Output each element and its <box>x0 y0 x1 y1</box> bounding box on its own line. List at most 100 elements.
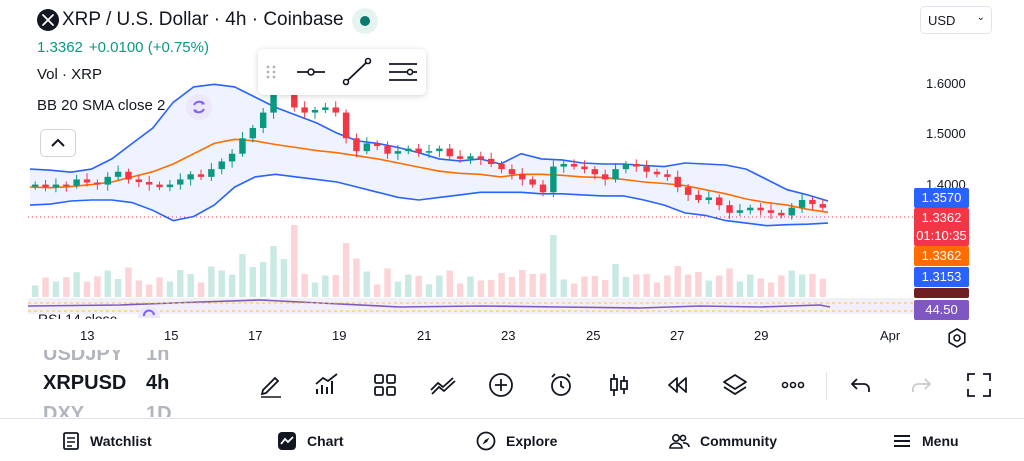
last-price-value: 1.3362 <box>921 210 962 225</box>
volume-bar <box>798 274 806 297</box>
volume-bar <box>73 272 80 297</box>
candle-body <box>715 197 723 206</box>
candle-body <box>31 184 39 187</box>
price-tick: 1.5000 <box>926 126 966 141</box>
volume-indicator-label[interactable]: Vol · XRP <box>37 66 103 83</box>
collapse-legend-button[interactable] <box>40 129 76 157</box>
community-icon <box>669 433 690 449</box>
bb-indicator-label[interactable]: BB 20 SMA close 2 <box>37 97 166 114</box>
candle-body <box>436 148 443 152</box>
indicator-loading-icon[interactable] <box>186 94 212 120</box>
volume-bar <box>778 275 785 297</box>
prev-symbol-ghost[interactable]: USDJPY <box>43 350 124 364</box>
volume-bar <box>612 264 619 297</box>
volume-bar <box>208 266 215 297</box>
tab-label: Menu <box>922 432 959 449</box>
drawing-settings-icon[interactable] <box>386 57 420 87</box>
next-interval-ghost[interactable]: 1D <box>146 403 172 417</box>
replay-icon[interactable] <box>662 370 692 400</box>
indicators-icon[interactable] <box>312 370 342 400</box>
fullscreen-icon[interactable] <box>964 370 994 400</box>
tab-menu[interactable]: Menu <box>892 419 959 461</box>
candle-body <box>581 166 588 170</box>
candle-body <box>197 174 205 177</box>
add-symbol-icon[interactable] <box>486 370 516 400</box>
candle-body <box>52 184 60 188</box>
layers-icon[interactable] <box>720 370 750 400</box>
current-interval[interactable]: 4h <box>146 372 170 394</box>
candle-body <box>809 200 816 205</box>
next-symbol-ghost[interactable]: DXY <box>43 403 85 417</box>
prev-interval-ghost[interactable]: 1h <box>146 350 170 364</box>
tab-community[interactable]: Community <box>668 419 777 461</box>
volume-bar <box>280 259 288 297</box>
chevron-up-icon <box>51 138 65 147</box>
candle-body <box>270 92 277 113</box>
candle-body <box>322 107 329 110</box>
drawing-toolbar <box>258 49 426 95</box>
candle-body <box>498 164 505 170</box>
volume-bar <box>363 271 371 297</box>
tab-label: Chart <box>307 432 344 449</box>
candle-body <box>239 138 246 154</box>
redo-icon[interactable] <box>906 370 936 400</box>
volume-bar <box>197 282 205 297</box>
volume-bar <box>342 243 350 297</box>
volume-bar <box>135 280 143 297</box>
candle-body <box>353 138 360 152</box>
candle-body <box>187 174 194 180</box>
candle-body <box>674 176 681 188</box>
tab-watchlist[interactable]: Watchlist <box>62 419 152 461</box>
draw-tool-icon[interactable] <box>256 370 286 400</box>
current-symbol[interactable]: XRPUSD <box>43 372 127 394</box>
market-status-icon[interactable] <box>352 8 378 34</box>
tab-label: Explore <box>506 432 558 449</box>
candle-body <box>788 207 795 216</box>
volume-bar <box>684 274 692 297</box>
candle-body <box>63 184 70 187</box>
time-tick: 23 <box>501 328 516 343</box>
trend-line-tool-icon[interactable] <box>340 57 374 87</box>
candle-body <box>94 182 101 185</box>
symbol-title[interactable]: XRP / U.S. Dollar · 4h · Coinbase <box>62 9 344 30</box>
volume-bar <box>270 246 277 297</box>
volume-bar <box>529 274 536 297</box>
candle-body <box>218 161 225 170</box>
candle-body <box>570 164 578 167</box>
volume-bar <box>519 270 526 297</box>
layout-grid-icon[interactable] <box>370 370 400 400</box>
candle-body <box>332 107 339 113</box>
candle-body <box>301 107 308 113</box>
rsi-indicator-label[interactable]: RSI 14 close <box>38 311 118 319</box>
alert-clock-icon[interactable] <box>546 370 576 400</box>
more-icon[interactable] <box>778 370 808 400</box>
candle-body <box>394 151 402 154</box>
compare-icon[interactable] <box>428 370 458 400</box>
currency-select[interactable]: USD ⌄ <box>920 6 992 34</box>
undo-icon[interactable] <box>846 370 876 400</box>
menu-icon <box>894 434 910 447</box>
volume-bar <box>156 277 163 297</box>
candle-body <box>425 151 433 153</box>
horizontal-line-tool-icon[interactable] <box>294 57 328 87</box>
price-tick: 1.6000 <box>926 76 966 91</box>
tab-chart[interactable]: Chart <box>277 419 344 461</box>
volume-bar <box>581 276 588 297</box>
volume-bar <box>322 275 329 297</box>
bb-lower-line <box>29 173 829 227</box>
chart-settings-icon[interactable] <box>946 327 968 349</box>
bar-countdown: 01:10:35 <box>916 228 967 243</box>
time-tick: 19 <box>332 328 347 343</box>
tab-explore[interactable]: Explore <box>476 419 557 461</box>
candle-body <box>156 184 163 188</box>
rsi-loading-icon[interactable] <box>138 306 160 318</box>
candle-body <box>456 156 464 159</box>
volume-bar <box>550 235 557 297</box>
volume-bar <box>177 270 184 297</box>
candles-icon[interactable] <box>604 370 634 400</box>
volume-bar <box>425 284 433 297</box>
candle-body <box>684 187 692 195</box>
drag-handle-icon[interactable] <box>262 57 280 87</box>
candle-body <box>83 179 91 183</box>
